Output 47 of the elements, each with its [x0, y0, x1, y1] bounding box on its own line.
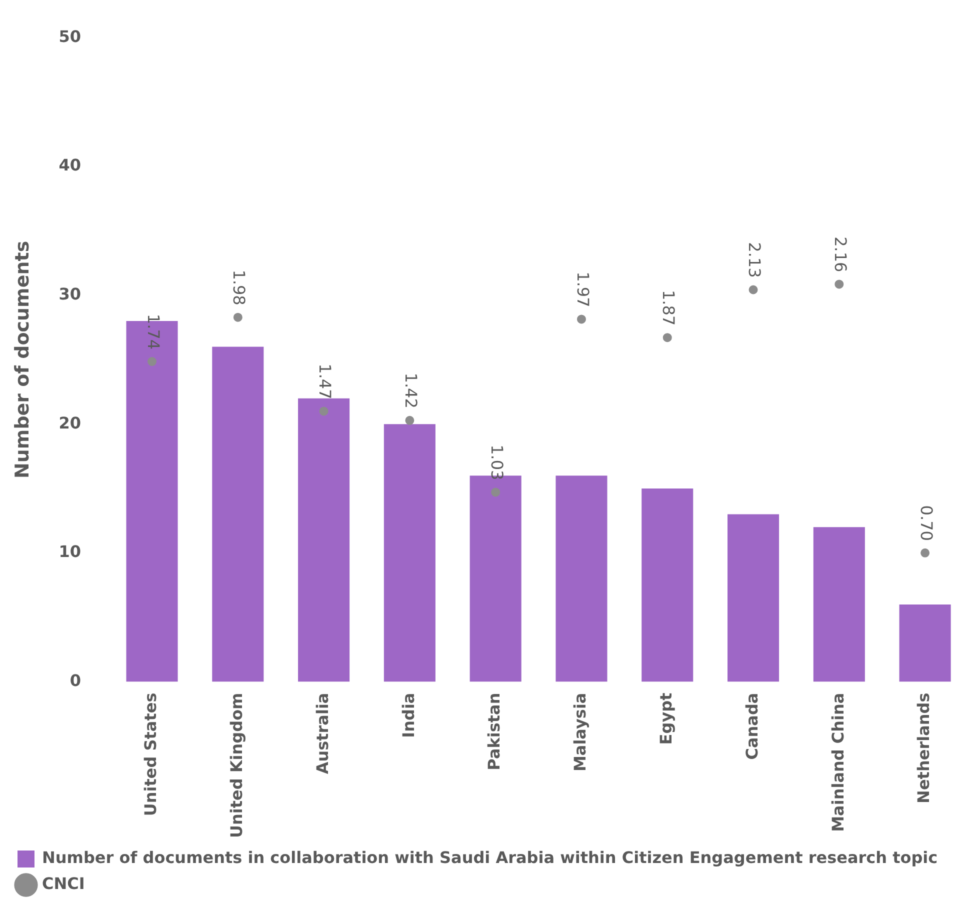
data-label: 1.74	[144, 314, 163, 350]
bar	[899, 604, 951, 682]
data-label: 2.13	[745, 242, 764, 278]
point	[491, 488, 500, 497]
data-label: 0.70	[916, 505, 936, 541]
x-tick-label: India	[398, 692, 418, 738]
bar	[298, 398, 350, 682]
legend-label: CNCI	[42, 874, 85, 894]
bar	[728, 514, 780, 682]
point	[319, 406, 328, 416]
bar	[384, 424, 436, 682]
point	[576, 314, 586, 324]
point	[748, 285, 758, 294]
y-axis-title: Number of documents	[11, 240, 34, 479]
x-tick-label: Netherlands	[914, 692, 934, 804]
point	[233, 312, 242, 322]
legend-label: Number of documents in collaboration with Saudi Arabia within Citizen Engagement research topic	[42, 848, 938, 868]
data-label: 2.16	[831, 236, 850, 272]
point	[834, 280, 844, 289]
point	[662, 333, 672, 342]
y-tick-label: 0	[70, 670, 82, 690]
y-tick-label: 50	[58, 26, 82, 46]
y-tick-label: 30	[58, 284, 82, 304]
bar	[212, 346, 264, 682]
x-tick-label: Mainland China	[828, 692, 848, 832]
x-tick-label: Australia	[312, 692, 332, 774]
y-tick-label: 10	[58, 542, 82, 562]
point	[148, 357, 157, 366]
point	[920, 548, 930, 558]
data-label: 1.03	[487, 444, 506, 480]
data-label: 1.87	[659, 290, 678, 326]
y-tick-label: 20	[58, 413, 82, 432]
bar	[556, 476, 608, 682]
bar	[642, 488, 694, 682]
bar	[813, 527, 865, 682]
point	[405, 416, 414, 425]
data-label: 1.47	[316, 364, 335, 400]
x-tick-label: United Kingdom	[227, 692, 246, 838]
data-label: 1.97	[573, 272, 592, 308]
x-tick-label: United States	[141, 692, 160, 816]
y-tick-label: 40	[58, 156, 82, 175]
x-tick-label: Pakistan	[484, 692, 504, 770]
data-label: 1.42	[402, 372, 421, 408]
data-label: 1.98	[230, 270, 249, 306]
x-tick-label: Canada	[742, 692, 762, 760]
x-tick-label: Malaysia	[570, 692, 590, 772]
x-tick-label: Egypt	[656, 692, 676, 745]
